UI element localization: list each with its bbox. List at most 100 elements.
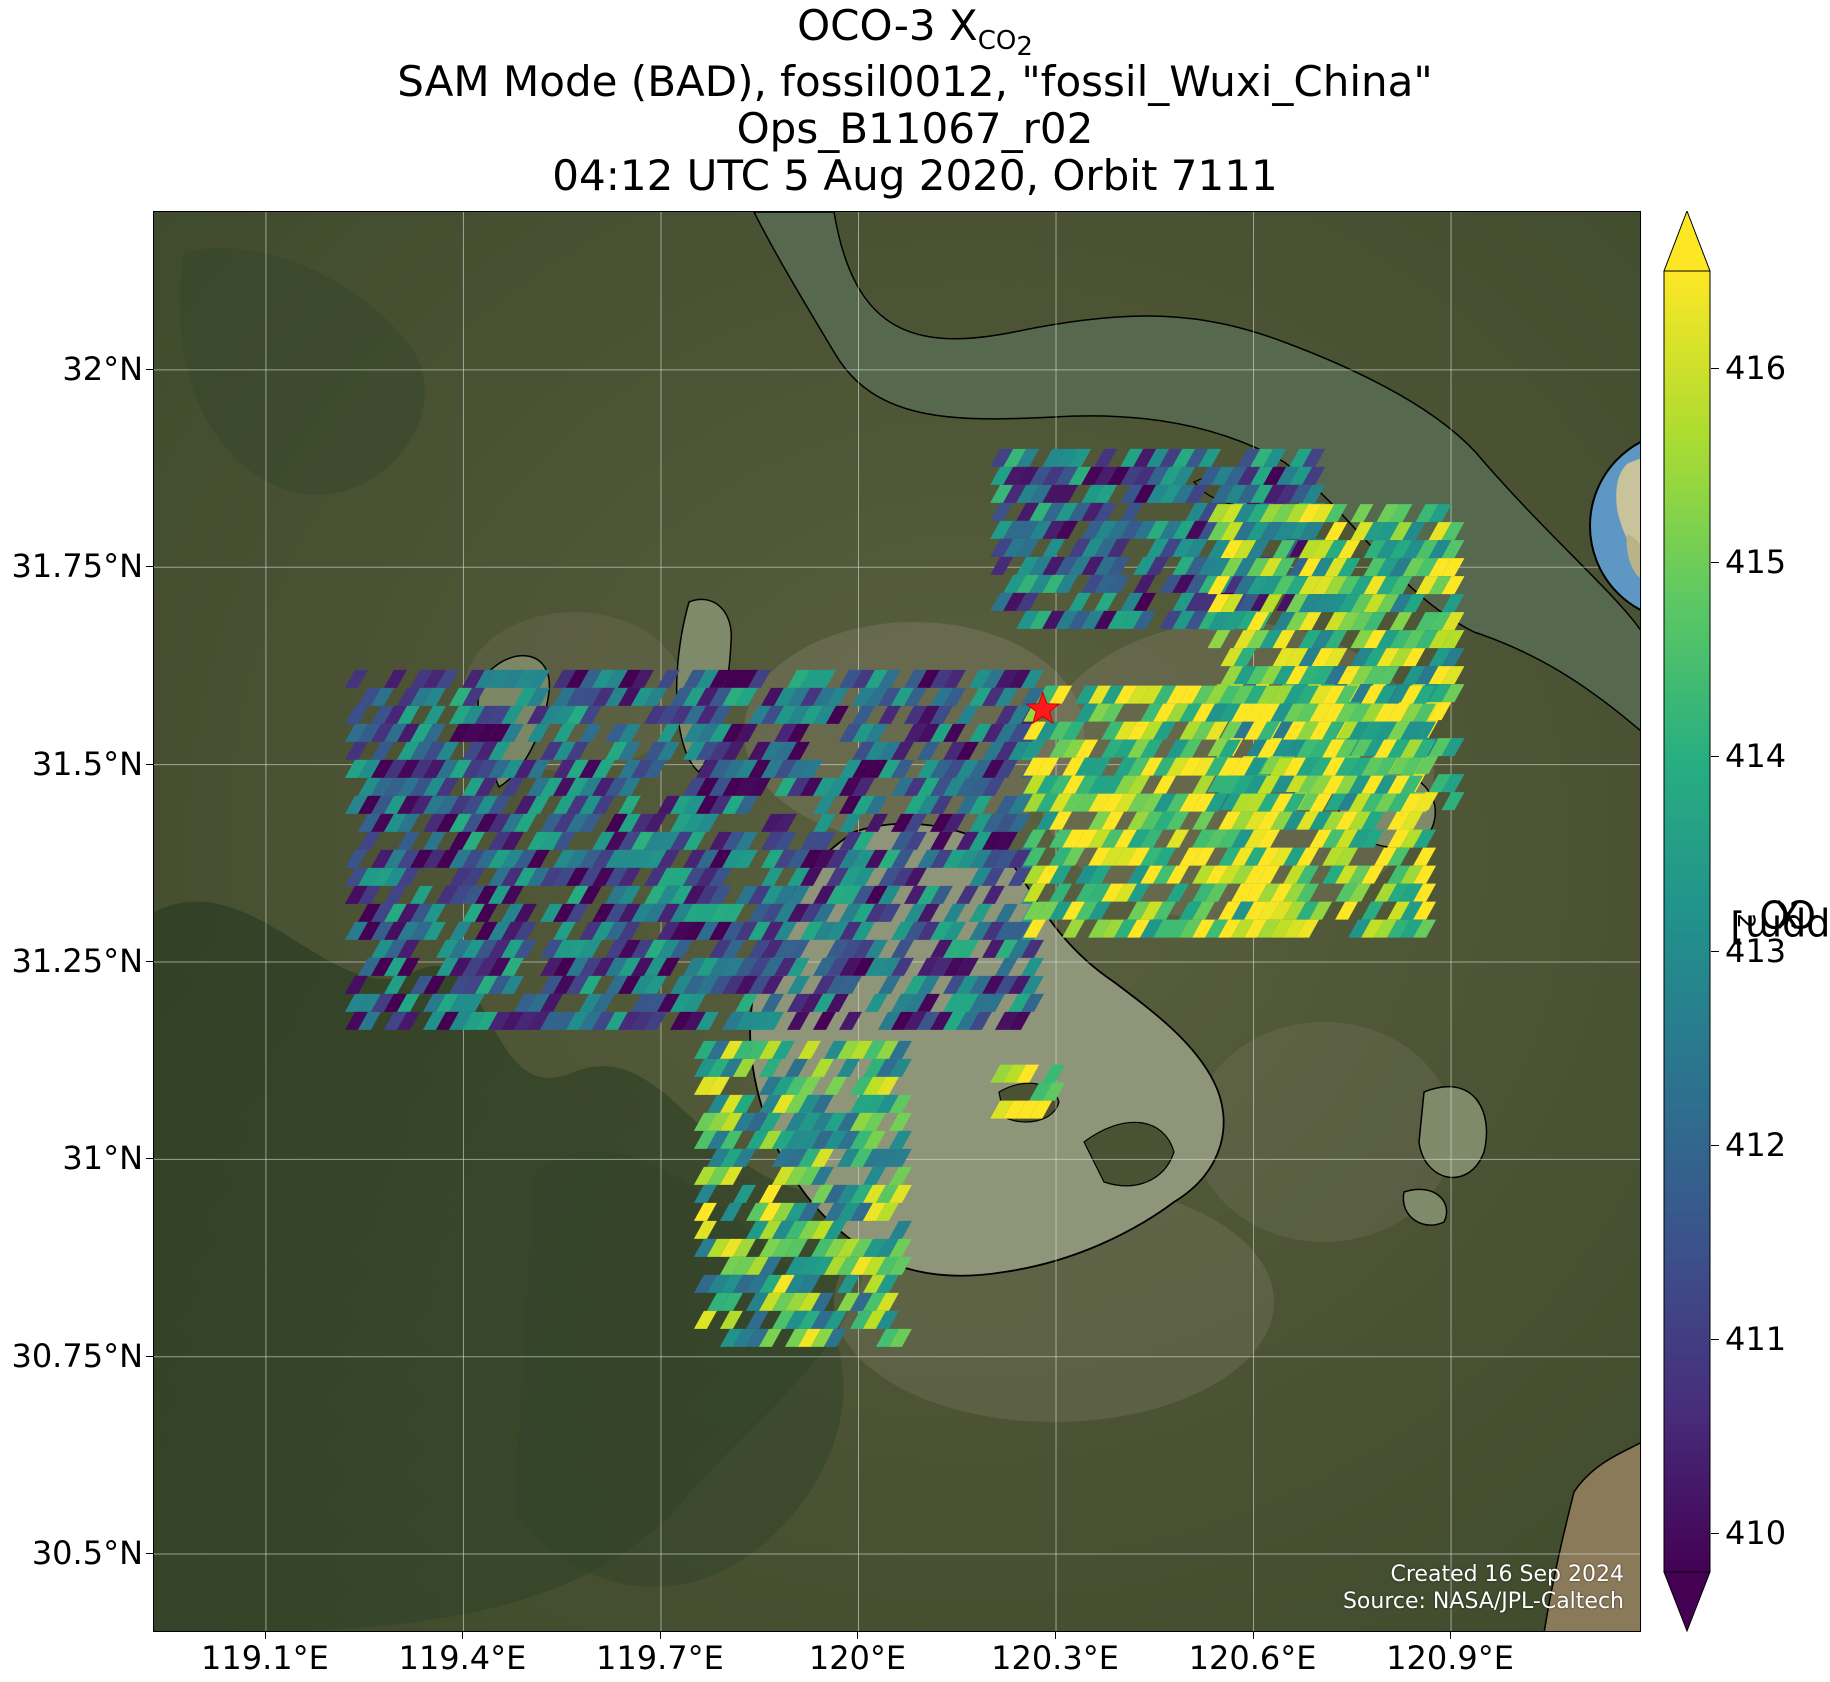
xco2-sounding-cell <box>487 975 511 994</box>
xco2-sounding-cell <box>1185 520 1209 539</box>
xco2-sounding-cell <box>990 556 1014 575</box>
colorbar-tick-label: 412 <box>1725 1125 1787 1164</box>
xco2-sounding-cell <box>1400 865 1424 884</box>
xco2-sounding-cell <box>1400 757 1424 776</box>
xco2-sounding-cell <box>851 939 875 958</box>
xco2-sounding-cell <box>1049 847 1073 866</box>
xco2-sounding-cell <box>435 957 459 976</box>
xco2-sounding-cell <box>1361 865 1385 884</box>
xco2-sounding-cell <box>1272 666 1296 685</box>
xco2-sounding-cell <box>1081 466 1105 485</box>
xco2-sounding-cell <box>1114 757 1138 776</box>
xco2-sounding-cell <box>1387 919 1411 938</box>
xco2-sounding-cell <box>1272 630 1296 649</box>
xco2-sounding-cell <box>812 885 836 904</box>
xco2-sounding-cell <box>706 1166 730 1185</box>
xco2-sounding-cell <box>864 813 888 832</box>
xco2-sounding-cell <box>1298 540 1322 559</box>
xco2-sounding-cell <box>1283 721 1307 740</box>
xco2-sounding-cell <box>719 1130 743 1149</box>
xco2-sounding-cell <box>604 939 628 958</box>
xco2-sounding-cell <box>1003 520 1027 539</box>
xco2-sounding-cell <box>849 1094 873 1113</box>
xco2-sounding-cell <box>719 1094 743 1113</box>
xco2-sounding-cell <box>812 993 836 1012</box>
xco2-sounding-cell <box>851 903 875 922</box>
east-lake <box>1402 1188 1448 1226</box>
xco2-sounding-cell <box>903 885 927 904</box>
xco2-sounding-cell <box>695 885 719 904</box>
xco2-sounding-cell <box>1185 610 1209 629</box>
latitude-tick-label: 30.75°N <box>11 1336 143 1375</box>
xco2-sounding-cell <box>1088 811 1112 830</box>
xco2-sounding-cell <box>890 1011 914 1030</box>
xco2-sounding-cell <box>1192 721 1216 740</box>
xco2-sounding-cell <box>1198 574 1222 593</box>
target-marker-star[interactable] <box>1025 690 1061 725</box>
xco2-sounding-cell <box>1166 829 1190 848</box>
xco2-sounding-cell <box>1285 594 1309 613</box>
xco2-sounding-cell <box>1029 466 1053 485</box>
xco2-sounding-cell <box>747 705 771 724</box>
xco2-sounding-cell <box>500 957 524 976</box>
xco2-sounding-cell <box>916 1011 940 1030</box>
longitude-tick-mark <box>659 1632 661 1639</box>
xco2-sounding-cell <box>1172 574 1196 593</box>
xco2-sounding-cell <box>981 687 1005 706</box>
xco2-sounding-cell <box>1159 610 1183 629</box>
map-frame[interactable]: Created 16 Sep 2024 Source: NASA/JPL-Cal… <box>153 211 1641 1632</box>
latitude-tick-label: 31.25°N <box>11 941 143 980</box>
xco2-sounding-cell <box>1003 574 1027 593</box>
xco2-sounding-cell <box>552 921 576 940</box>
xco2-sounding-cell <box>797 1310 821 1329</box>
xco2-sounding-cell <box>370 993 394 1012</box>
xco2-sounding-cell <box>1101 685 1125 704</box>
xco2-sounding-cell <box>604 957 628 976</box>
xco2-sounding-cell <box>1413 865 1437 884</box>
xco2-sounding-cell <box>862 1094 886 1113</box>
xco2-sounding-cell <box>942 813 966 832</box>
xco2-sounding-cell <box>695 1011 719 1030</box>
xco2-sounding-cell <box>773 957 797 976</box>
xco2-map[interactable] <box>154 212 1641 1632</box>
xco2-sounding-cell <box>888 1184 912 1203</box>
xco2-sounding-cell <box>836 1202 860 1221</box>
xco2-sounding-cell <box>1415 666 1439 685</box>
xco2-sounding-cell <box>461 669 485 688</box>
xco2-sounding-cell <box>719 1166 743 1185</box>
xco2-sounding-cell <box>370 957 394 976</box>
xco2-sounding-cell <box>888 1148 912 1167</box>
xco2-sounding-cell <box>461 957 485 976</box>
xco2-sounding-cell <box>784 1130 808 1149</box>
xco2-sounding-cell <box>708 669 732 688</box>
xco2-sounding-cell <box>1114 847 1138 866</box>
xco2-sounding-cell <box>968 813 992 832</box>
xco2-sounding-cell <box>1036 775 1060 794</box>
xco2-sounding-cell <box>734 777 758 796</box>
xco2-sounding-cell <box>734 975 758 994</box>
xco2-sounding-cell <box>643 885 667 904</box>
xco2-sounding-cell <box>565 741 589 760</box>
xco2-sounding-cell <box>734 723 758 742</box>
xco2-sounding-cell <box>981 993 1005 1012</box>
xco2-sounding-cell <box>578 885 602 904</box>
xco2-sounding-cell <box>1127 883 1151 902</box>
xco2-sounding-cell <box>916 705 940 724</box>
xco2-sounding-cell <box>1075 883 1099 902</box>
xco2-sounding-cell <box>370 849 394 868</box>
xco2-sounding-cell <box>1231 901 1255 920</box>
xco2-sounding-cell <box>448 831 472 850</box>
xco2-sounding-cell <box>1029 1082 1053 1101</box>
xco2-sounding-cell <box>823 1256 847 1275</box>
xco2-sounding-cell <box>851 741 875 760</box>
title-line-1: OCO-3 XCO2 <box>797 1 1033 63</box>
xco2-sounding-cell <box>1140 901 1164 920</box>
xco2-sounding-cell <box>1272 720 1296 739</box>
xco2-sounding-cell <box>474 939 498 958</box>
xco2-sounding-cell <box>1374 703 1398 722</box>
xco2-sounding-cell <box>747 777 771 796</box>
xco2-sounding-cell <box>591 1011 615 1030</box>
xco2-sounding-cell <box>1062 721 1086 740</box>
xco2-sounding-cell <box>487 867 511 886</box>
xco2-sounding-cell <box>409 777 433 796</box>
